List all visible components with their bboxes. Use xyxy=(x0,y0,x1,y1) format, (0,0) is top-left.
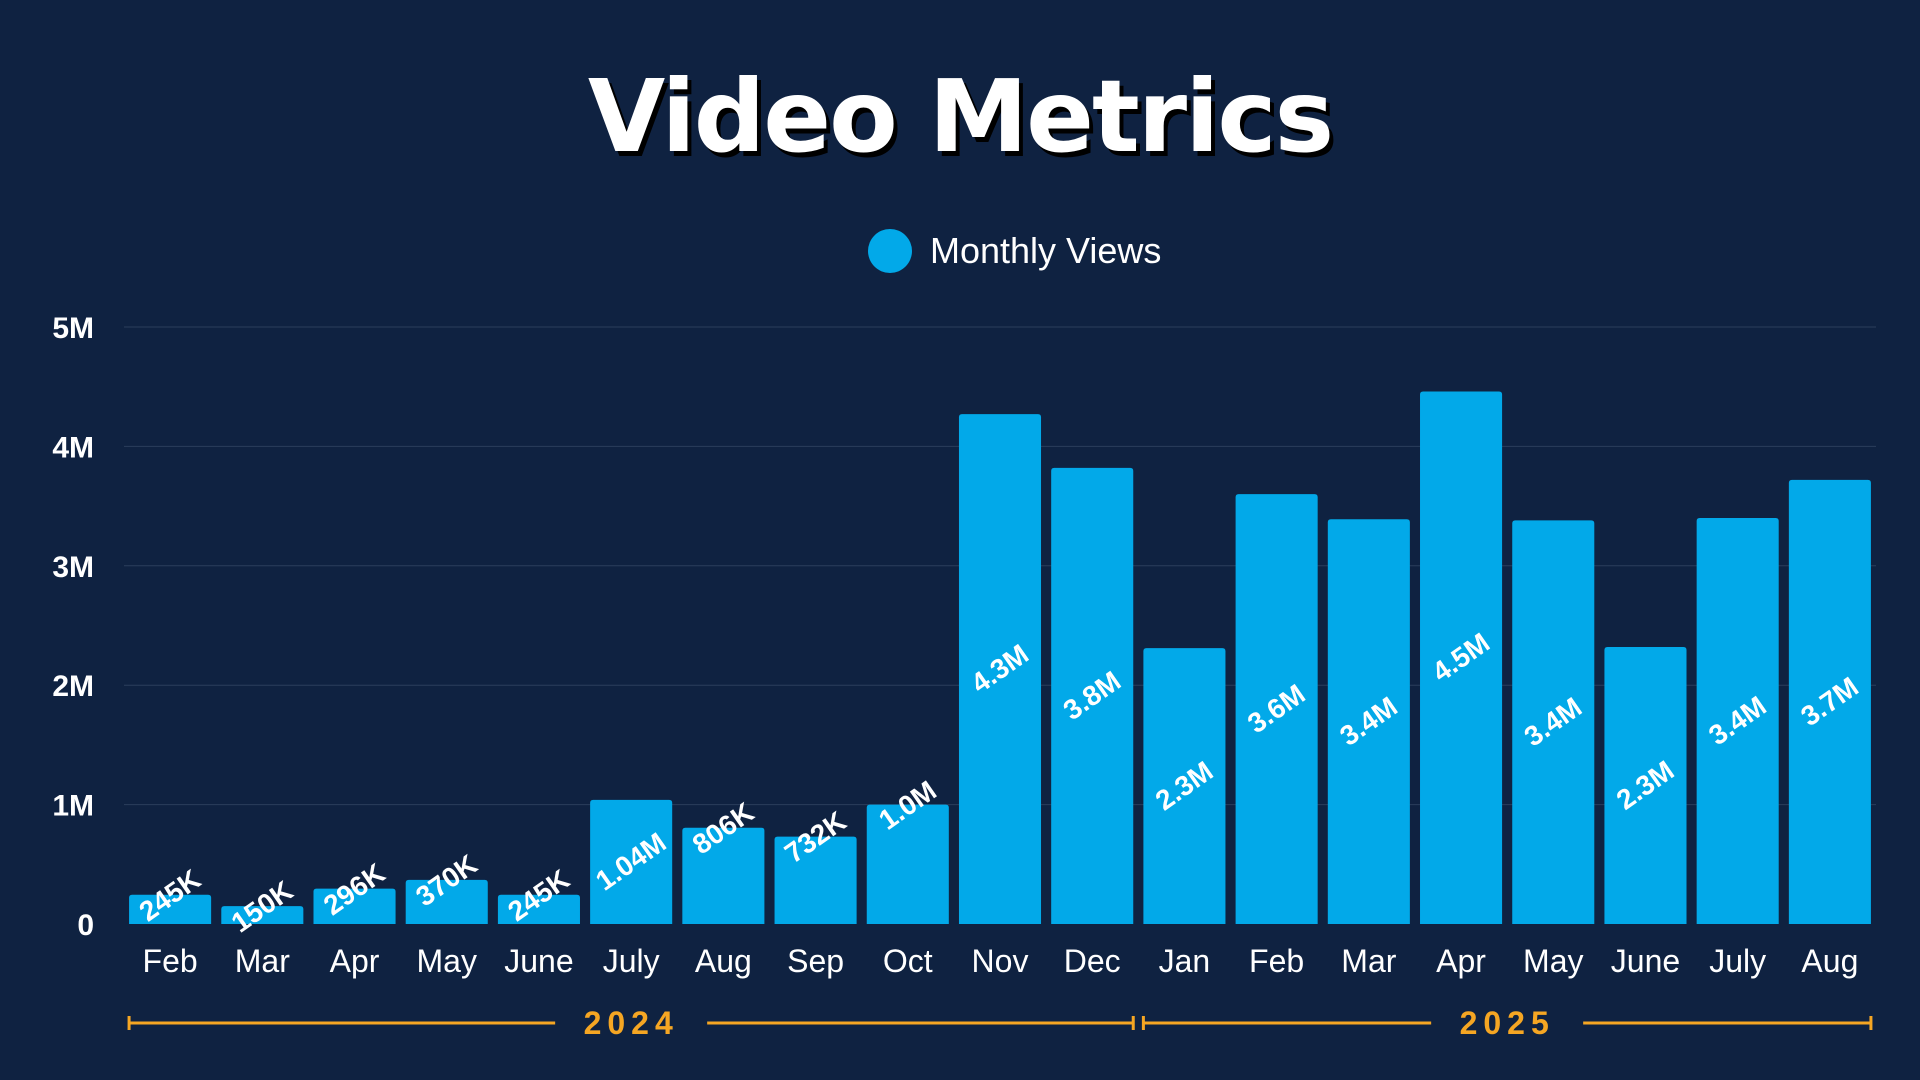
x-category-label: Feb xyxy=(1249,943,1304,979)
year-group-label: 2025 xyxy=(1460,1005,1555,1041)
x-category-label: Apr xyxy=(1436,943,1486,979)
bar xyxy=(405,879,488,924)
x-category-label: June xyxy=(504,943,573,979)
x-category-label: Jan xyxy=(1159,943,1211,979)
legend-label: Monthly Views xyxy=(930,230,1162,271)
bar xyxy=(1512,520,1595,924)
x-category-label: Feb xyxy=(143,943,198,979)
bar xyxy=(1327,519,1410,924)
y-tick-label: 5M xyxy=(52,312,94,345)
x-category-label: July xyxy=(603,943,660,979)
bar xyxy=(497,894,580,924)
chart-title: Video Metrics xyxy=(587,58,1334,175)
x-category-label: Sep xyxy=(787,943,844,979)
y-tick-label: 2M xyxy=(52,670,94,703)
y-tick-label: 0 xyxy=(77,909,94,942)
bar xyxy=(1143,648,1226,924)
x-category-label: Mar xyxy=(235,943,290,979)
x-category-label: July xyxy=(1709,943,1766,979)
bar xyxy=(1604,646,1687,924)
bar xyxy=(866,804,949,924)
bar xyxy=(682,827,765,924)
bar xyxy=(221,906,304,924)
y-tick-label: 4M xyxy=(52,431,94,464)
x-category-label: Nov xyxy=(972,943,1029,979)
x-category-label: Apr xyxy=(330,943,380,979)
x-category-label: Aug xyxy=(695,943,752,979)
legend-swatch xyxy=(868,229,912,273)
y-tick-label: 3M xyxy=(52,551,94,584)
bar xyxy=(590,799,673,924)
bar xyxy=(1788,479,1871,924)
bar xyxy=(958,414,1042,924)
bar xyxy=(129,894,212,924)
bar xyxy=(1420,391,1503,924)
legend: Monthly Views xyxy=(868,228,1161,274)
x-category-label: Aug xyxy=(1801,943,1858,979)
x-category-label: May xyxy=(1523,943,1583,979)
y-tick-label: 1M xyxy=(52,790,94,823)
x-category-label: June xyxy=(1611,943,1680,979)
x-category-label: Mar xyxy=(1341,943,1396,979)
bar-value-label: 150K xyxy=(226,875,299,939)
bar xyxy=(1235,494,1318,924)
bar xyxy=(313,888,396,924)
bar xyxy=(1051,467,1134,924)
x-category-label: Oct xyxy=(883,943,933,979)
bar xyxy=(774,836,857,924)
x-category-label: Dec xyxy=(1064,943,1121,979)
bar xyxy=(1696,518,1779,924)
year-group-label: 2024 xyxy=(584,1005,679,1041)
x-category-label: May xyxy=(417,943,477,979)
